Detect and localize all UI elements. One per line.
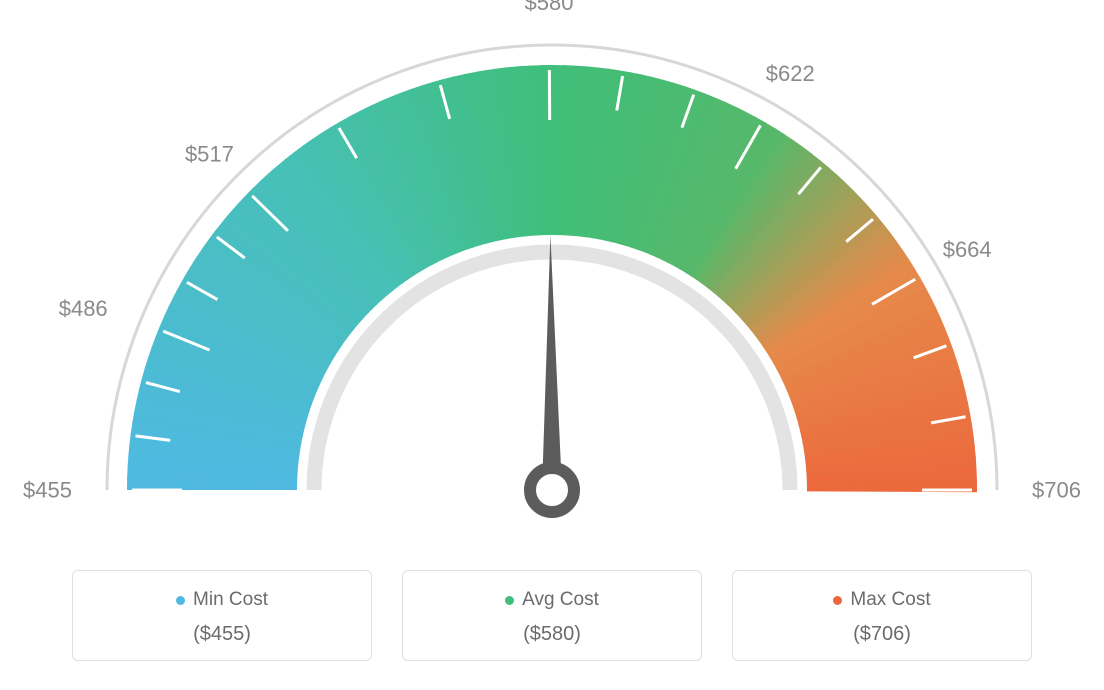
gauge-tick-label: $486 (59, 296, 108, 321)
gauge-needle-hub (530, 468, 574, 512)
legend-label: Min Cost (193, 589, 268, 611)
legend-label-row: Avg Cost (413, 589, 691, 611)
gauge-chart-container: $455 $486 $517 $580 $622 $664 $706 (0, 0, 1104, 560)
legend-label: Max Cost (850, 589, 930, 611)
gauge-tick-label: $706 (1032, 478, 1081, 503)
legend-label: Avg Cost (522, 589, 599, 611)
gauge-svg: $455 $486 $517 $580 $622 $664 $706 (0, 0, 1104, 560)
legend-dot-icon (505, 596, 514, 605)
legend-dot-icon (176, 596, 185, 605)
legend-card: Avg Cost ($580) (402, 570, 702, 661)
gauge-tick-label: $455 (23, 478, 72, 503)
legend-card: Min Cost ($455) (72, 570, 372, 661)
legend-value: ($706) (743, 623, 1021, 646)
gauge-tick-label: $517 (185, 141, 234, 166)
legend-label-row: Max Cost (743, 589, 1021, 611)
gauge-tick-label: $664 (943, 237, 992, 262)
gauge-tick-label: $580 (525, 0, 574, 15)
legend-dot-icon (833, 596, 842, 605)
legend-card: Max Cost ($706) (732, 570, 1032, 661)
gauge-needle (542, 235, 562, 490)
legend-row: Min Cost ($455) Avg Cost ($580) Max Cost ($70… (0, 570, 1104, 661)
legend-value: ($580) (413, 623, 691, 646)
legend-value: ($455) (83, 623, 361, 646)
legend-label-row: Min Cost (83, 589, 361, 611)
gauge-tick-label: $622 (766, 61, 815, 86)
